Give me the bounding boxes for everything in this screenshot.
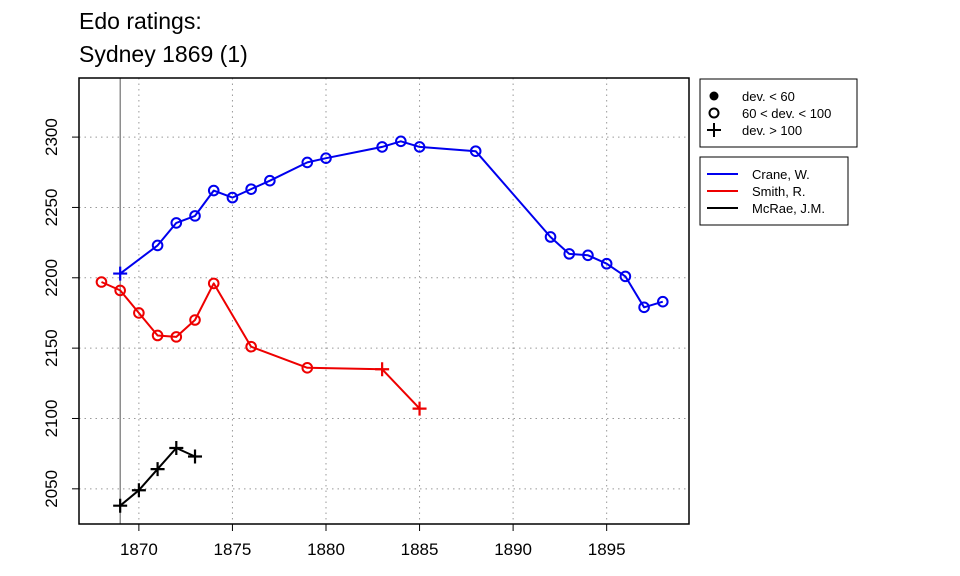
point-0-1897: [638, 301, 650, 314]
point-1-1871: [151, 329, 164, 342]
legend-label-crane: Crane, W.: [752, 167, 810, 182]
series-line-1: [101, 281, 421, 410]
series-layer: [95, 135, 669, 513]
point-0-1885: [413, 141, 426, 153]
point-0-1879: [301, 156, 314, 169]
point-0-1888: [469, 145, 482, 157]
y-tick-label-2300: 2300: [42, 118, 61, 156]
series-line-2: [119, 447, 196, 507]
point-0-1869: [113, 266, 128, 281]
series-1: [95, 276, 427, 416]
point-0-1872: [170, 217, 183, 229]
y-axis: 2050 2100 2150 2200 2250 2300: [42, 118, 79, 508]
point-0-1874: [207, 184, 220, 197]
point-1-1885: [412, 401, 427, 416]
point-0-1893: [563, 248, 576, 260]
point-2-1871: [150, 462, 165, 477]
point-2-1873: [188, 449, 203, 464]
x-tick-label-1890: 1890: [494, 540, 532, 559]
x-tick-label-1870: 1870: [120, 540, 158, 559]
legend-label-mcrae: McRae, J.M.: [752, 201, 825, 216]
point-0-1873: [189, 210, 201, 222]
point-1-1876: [245, 340, 257, 353]
x-axis: 1870 1875 1880 1885 1890 1895: [120, 524, 626, 559]
point-0-1883: [376, 141, 388, 153]
point-0-1895: [600, 257, 613, 270]
legend-plus-label: dev. > 100: [742, 123, 802, 138]
point-0-1884: [395, 135, 407, 148]
point-1-1879: [301, 362, 314, 374]
point-0-1877: [264, 174, 276, 187]
y-tick-label-2050: 2050: [42, 470, 61, 508]
point-2-1870: [131, 483, 146, 498]
legend-circle-label: 60 < dev. < 100: [742, 106, 831, 121]
point-0-1875: [226, 191, 239, 204]
point-0-1876: [245, 183, 257, 195]
marker-legend: dev. < 60 60 < dev. < 100 dev. > 100: [699, 78, 858, 148]
legend-circle-icon: [708, 107, 720, 119]
point-0-1894: [582, 249, 594, 262]
x-tick-label-1895: 1895: [588, 540, 626, 559]
marker-legend-box: [699, 78, 858, 148]
y-tick-label-2150: 2150: [42, 329, 61, 367]
chart-title-line-2: Sydney 1869 (1): [79, 41, 248, 67]
plot-frame: [78, 77, 690, 525]
y-tick-label-2200: 2200: [42, 259, 61, 297]
point-0-1898: [657, 295, 669, 308]
legend-dot-icon: [709, 91, 719, 101]
point-0-1892: [544, 231, 557, 243]
series-line-0: [119, 140, 664, 309]
x-tick-label-1885: 1885: [401, 540, 439, 559]
legend-dot-label: dev. < 60: [742, 89, 795, 104]
point-0-1871: [151, 239, 164, 252]
x-tick-label-1880: 1880: [307, 540, 345, 559]
point-2-1869: [113, 498, 128, 513]
point-1-1868: [95, 276, 108, 288]
series-2: [113, 441, 203, 513]
point-1-1872: [170, 331, 183, 343]
point-1-1869: [114, 284, 126, 297]
grid-lines: [79, 78, 689, 524]
series-0: [113, 135, 669, 314]
point-2-1872: [169, 441, 184, 456]
y-tick-label-2250: 2250: [42, 189, 61, 227]
point-0-1880: [320, 152, 332, 164]
point-1-1883: [375, 362, 390, 377]
point-0-1896: [619, 270, 632, 283]
series-legend: Crane, W. Smith, R. McRae, J.M.: [699, 156, 849, 226]
point-1-1870: [133, 307, 145, 319]
point-1-1873: [189, 314, 201, 326]
y-tick-label-2100: 2100: [42, 400, 61, 438]
legend-plus-icon: [707, 123, 721, 137]
x-tick-label-1875: 1875: [214, 540, 252, 559]
point-1-1874: [207, 277, 220, 290]
chart-title-line-1: Edo ratings:: [79, 8, 202, 34]
legend-label-smith: Smith, R.: [752, 184, 805, 199]
